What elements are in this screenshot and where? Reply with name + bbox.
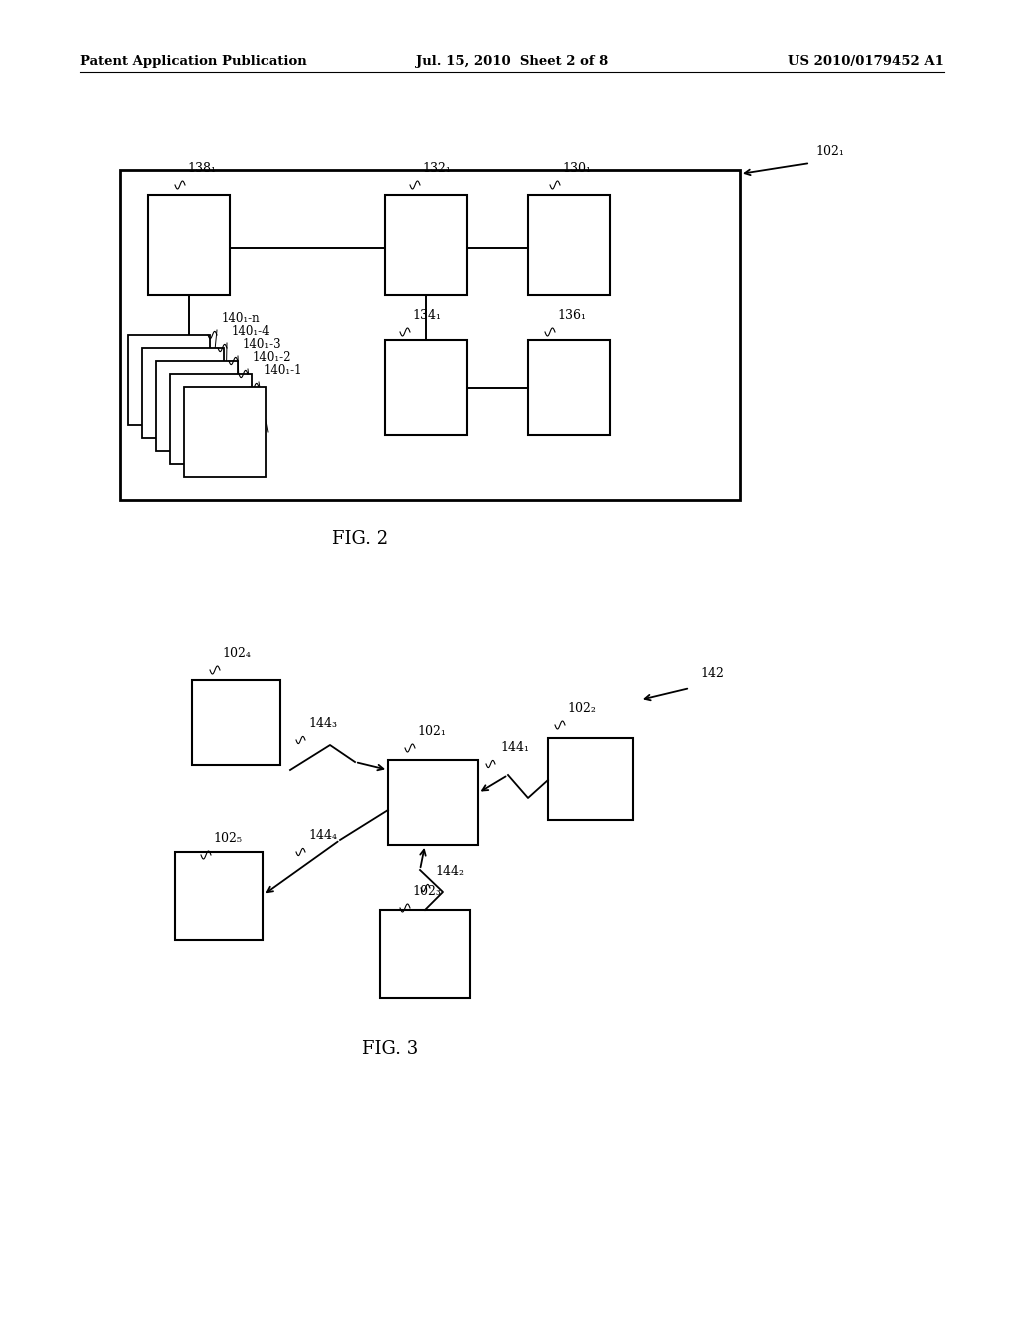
- Text: 140₁-n: 140₁-n: [222, 312, 261, 325]
- Text: 138₁: 138₁: [187, 162, 216, 176]
- Text: 144₁: 144₁: [500, 741, 529, 754]
- Bar: [184, 387, 266, 477]
- Text: 140₁-1: 140₁-1: [264, 364, 302, 378]
- Text: 144₄: 144₄: [308, 829, 337, 842]
- Text: 130₁: 130₁: [562, 162, 591, 176]
- Text: 136₁: 136₁: [557, 309, 586, 322]
- Bar: [120, 170, 740, 500]
- Bar: [142, 348, 224, 438]
- Text: 102₁: 102₁: [815, 145, 844, 158]
- Text: 102₁: 102₁: [417, 725, 445, 738]
- Text: 102₄: 102₄: [222, 647, 251, 660]
- Text: FIG. 3: FIG. 3: [361, 1040, 418, 1059]
- Text: 140₁-2: 140₁-2: [253, 351, 292, 364]
- Bar: [193, 680, 280, 766]
- Text: US 2010/0179452 A1: US 2010/0179452 A1: [788, 55, 944, 69]
- Text: 102₅: 102₅: [213, 832, 242, 845]
- Bar: [385, 195, 467, 294]
- Bar: [170, 374, 252, 465]
- Text: 144₂: 144₂: [435, 865, 464, 878]
- Text: 142: 142: [700, 667, 724, 680]
- Text: 102₂: 102₂: [567, 702, 596, 715]
- Bar: [528, 195, 610, 294]
- Text: 144₃: 144₃: [308, 717, 337, 730]
- Text: Jul. 15, 2010  Sheet 2 of 8: Jul. 15, 2010 Sheet 2 of 8: [416, 55, 608, 69]
- Bar: [385, 341, 467, 436]
- Bar: [380, 909, 470, 998]
- Text: Patent Application Publication: Patent Application Publication: [80, 55, 307, 69]
- Bar: [175, 851, 263, 940]
- Text: 134₁: 134₁: [412, 309, 441, 322]
- Bar: [548, 738, 633, 820]
- Bar: [128, 335, 210, 425]
- Bar: [388, 760, 478, 845]
- Text: 102₃: 102₃: [412, 884, 441, 898]
- Text: 132₁: 132₁: [422, 162, 451, 176]
- Text: 140₁-3: 140₁-3: [243, 338, 282, 351]
- Bar: [528, 341, 610, 436]
- Text: FIG. 2: FIG. 2: [332, 531, 388, 548]
- Bar: [148, 195, 230, 294]
- Bar: [156, 360, 238, 451]
- Text: 140₁-4: 140₁-4: [232, 325, 270, 338]
